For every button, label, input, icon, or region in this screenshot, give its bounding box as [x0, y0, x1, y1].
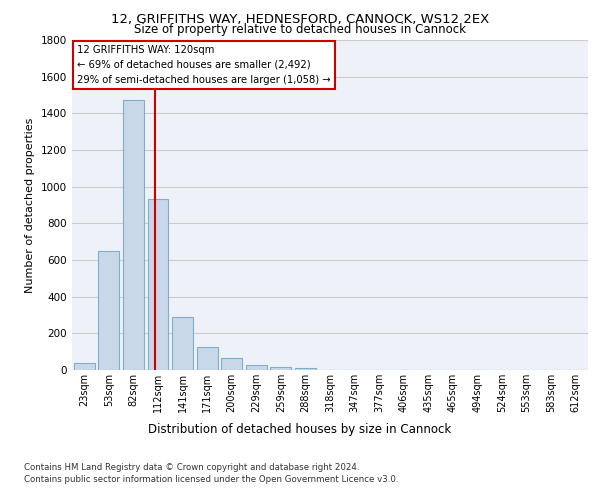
Text: 12, GRIFFITHS WAY, HEDNESFORD, CANNOCK, WS12 2EX: 12, GRIFFITHS WAY, HEDNESFORD, CANNOCK, …: [111, 12, 489, 26]
Bar: [197, 347, 218, 370]
Bar: [221, 358, 242, 370]
Bar: [74, 362, 95, 370]
Bar: [98, 251, 119, 370]
Bar: [295, 368, 316, 370]
Bar: [271, 367, 292, 370]
Text: 12 GRIFFITHS WAY: 120sqm
← 69% of detached houses are smaller (2,492)
29% of sem: 12 GRIFFITHS WAY: 120sqm ← 69% of detach…: [77, 45, 331, 84]
Text: Distribution of detached houses by size in Cannock: Distribution of detached houses by size …: [148, 422, 452, 436]
Text: Contains public sector information licensed under the Open Government Licence v3: Contains public sector information licen…: [24, 475, 398, 484]
Bar: [123, 100, 144, 370]
Bar: [148, 198, 169, 370]
Text: Contains HM Land Registry data © Crown copyright and database right 2024.: Contains HM Land Registry data © Crown c…: [24, 462, 359, 471]
Text: Size of property relative to detached houses in Cannock: Size of property relative to detached ho…: [134, 22, 466, 36]
Y-axis label: Number of detached properties: Number of detached properties: [25, 118, 35, 292]
Bar: [246, 366, 267, 370]
Bar: [172, 317, 193, 370]
